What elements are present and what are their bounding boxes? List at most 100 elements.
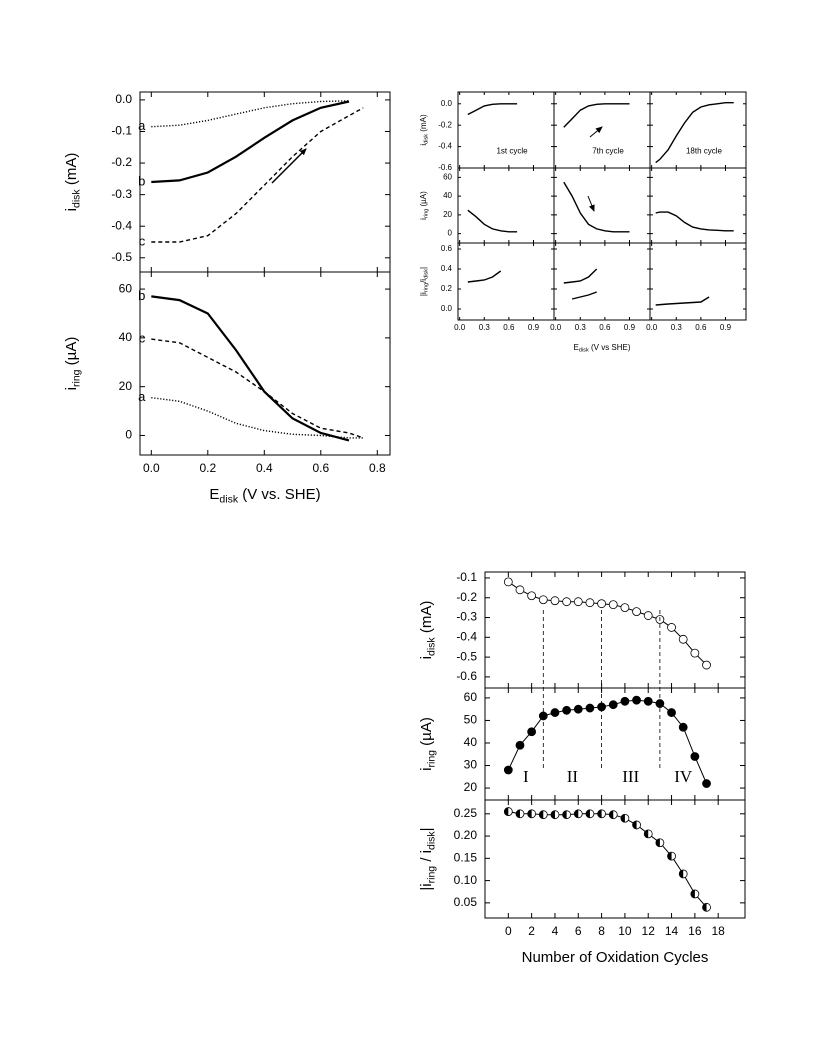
subscript: disk bbox=[424, 269, 430, 279]
subscript: disk bbox=[424, 134, 430, 144]
data-line bbox=[563, 181, 630, 233]
subscript: disk bbox=[425, 637, 437, 656]
series-label: b bbox=[138, 173, 145, 188]
subscript: ring bbox=[424, 283, 430, 292]
label-part: i bbox=[418, 767, 435, 770]
marker-fill bbox=[690, 889, 695, 898]
marker-fill bbox=[574, 809, 579, 818]
data-point bbox=[620, 603, 630, 613]
data-point bbox=[503, 765, 513, 775]
marker-fill bbox=[655, 838, 660, 847]
label-part: (mA) bbox=[418, 601, 435, 638]
y-tick-label: 60 bbox=[443, 172, 452, 181]
x-tick-label: 2 bbox=[528, 924, 535, 938]
label-part: E bbox=[573, 343, 578, 352]
label-part: /i bbox=[419, 279, 428, 283]
data-point bbox=[702, 660, 711, 670]
y-tick-label: -0.2 bbox=[456, 590, 477, 604]
y-tick-label: -0.3 bbox=[111, 187, 132, 201]
data-point bbox=[515, 740, 525, 750]
x-tick-label: 16 bbox=[688, 924, 702, 938]
axis-label: idisk (mA) bbox=[63, 153, 82, 212]
y-tick-label: 0.05 bbox=[454, 895, 478, 909]
label-part: |i bbox=[419, 292, 428, 296]
subscript: disk bbox=[70, 189, 82, 208]
x-tick-label: 10 bbox=[618, 924, 632, 938]
data-line bbox=[151, 100, 350, 184]
panel-annotation: 1st cycle bbox=[496, 146, 528, 155]
marker-fill bbox=[539, 810, 544, 819]
x-tick-label: 8 bbox=[598, 924, 605, 938]
data-point bbox=[690, 752, 700, 761]
series-label: b bbox=[138, 288, 145, 303]
y-tick-label: 0 bbox=[448, 229, 453, 238]
data-point bbox=[702, 779, 711, 788]
plot-frame bbox=[484, 799, 746, 919]
y-tick-label: -0.2 bbox=[438, 120, 452, 129]
data-point bbox=[515, 585, 525, 595]
label-part: E bbox=[209, 486, 219, 503]
marker-fill bbox=[527, 809, 532, 818]
data-line bbox=[467, 103, 518, 116]
x-tick-label: 14 bbox=[665, 924, 679, 938]
y-tick-label: 0.20 bbox=[454, 828, 478, 842]
marker-fill bbox=[585, 809, 590, 818]
y-tick-label: 0.10 bbox=[454, 873, 478, 887]
x-tick-label: 0.3 bbox=[479, 323, 491, 332]
marker-fill bbox=[632, 820, 637, 829]
y-tick-label: 0.0 bbox=[441, 99, 453, 108]
marker-fill bbox=[609, 810, 614, 819]
scan-arrow bbox=[271, 148, 307, 184]
x-tick-label: 18 bbox=[712, 924, 726, 938]
label-part: i bbox=[419, 218, 428, 220]
y-tick-label: 20 bbox=[464, 780, 478, 794]
x-tick-label: 0 bbox=[505, 924, 512, 938]
data-point bbox=[643, 611, 653, 620]
x-tick-label: 0.6 bbox=[503, 323, 515, 332]
data-point bbox=[632, 607, 641, 616]
data-point bbox=[678, 722, 688, 732]
y-tick-label: -0.4 bbox=[456, 629, 477, 643]
x-tick-label: 0.9 bbox=[720, 323, 732, 332]
label-part: (µA) bbox=[418, 717, 435, 750]
label-part: (µA) bbox=[63, 337, 80, 370]
x-tick-label: 0.0 bbox=[454, 323, 466, 332]
series-label: a bbox=[138, 389, 146, 404]
y-tick-label: -0.6 bbox=[438, 163, 452, 172]
region-label: IV bbox=[674, 767, 693, 786]
data-point bbox=[550, 708, 560, 717]
marker-fill bbox=[504, 807, 509, 816]
x-tick-label: 0.0 bbox=[143, 461, 160, 475]
y-tick-label: 40 bbox=[464, 735, 478, 749]
marker-fill bbox=[515, 809, 520, 818]
y-tick-label: 60 bbox=[119, 281, 133, 295]
subscript: disk bbox=[579, 348, 589, 354]
data-point bbox=[538, 595, 548, 605]
marker-fill bbox=[620, 814, 625, 823]
data-line bbox=[151, 100, 350, 128]
label-part: i bbox=[419, 144, 428, 146]
axis-label: Number of Oxidation Cycles bbox=[522, 949, 709, 966]
x-tick-label: 0.6 bbox=[695, 323, 707, 332]
x-tick-label: 0.6 bbox=[599, 323, 611, 332]
marker-fill bbox=[679, 869, 684, 878]
region-label: II bbox=[567, 767, 579, 786]
data-point bbox=[667, 708, 676, 717]
x-tick-label: 0.0 bbox=[550, 323, 562, 332]
x-tick-label: 0.0 bbox=[646, 323, 658, 332]
label-part: |i bbox=[418, 883, 435, 890]
data-line bbox=[655, 296, 710, 306]
axis-label: Edisk (V vs SHE) bbox=[573, 343, 630, 354]
axis-label: iring (µA) bbox=[419, 191, 430, 220]
x-tick-label: 0.8 bbox=[369, 461, 386, 475]
x-tick-label: 0.2 bbox=[199, 461, 216, 475]
y-tick-label: -0.4 bbox=[111, 218, 132, 232]
label-part: Number of Oxidation Cycles bbox=[522, 949, 709, 966]
data-line bbox=[655, 102, 734, 164]
y-tick-label: 60 bbox=[464, 690, 478, 704]
data-point bbox=[585, 703, 595, 713]
data-point bbox=[562, 705, 572, 715]
y-tick-label: -0.3 bbox=[456, 610, 477, 624]
y-tick-label: -0.1 bbox=[456, 570, 477, 584]
data-point bbox=[608, 600, 618, 610]
